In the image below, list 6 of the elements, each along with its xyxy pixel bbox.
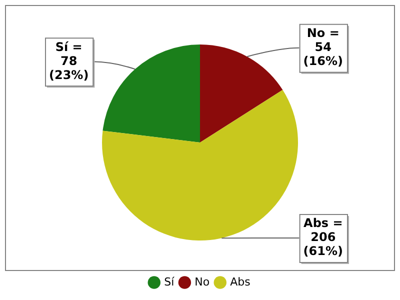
data-label: Abs = 206 (61%)	[303, 216, 344, 258]
data-label: Sí = 78 (23%)	[48, 40, 89, 82]
data-label: No = 54 (16%)	[303, 26, 344, 68]
legend-label: Sí	[164, 275, 176, 288]
legend-label: Abs	[230, 275, 251, 288]
legend-label: No	[194, 275, 210, 288]
